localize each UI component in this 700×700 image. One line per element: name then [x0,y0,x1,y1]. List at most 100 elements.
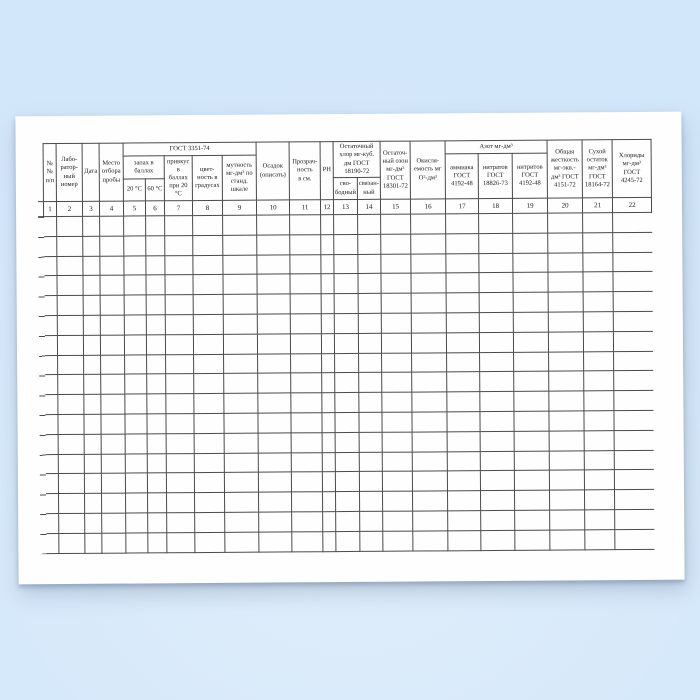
grid-cell [165,373,194,394]
grid-cell [614,430,654,451]
grid-cell [321,412,336,433]
grid-cell [56,236,83,257]
grid-cell [83,295,101,316]
grid-cell [56,216,83,237]
column-number: 7 [164,200,193,216]
grid-cell [358,352,382,373]
grid-cell [411,273,447,294]
grid-cell [289,234,321,255]
grid-cell [145,235,165,256]
grid-cell [447,530,481,551]
grid-cell [478,252,514,273]
grid-cell [222,274,258,295]
grid-cell [164,274,194,295]
grid-cell [192,235,223,256]
grid-cell [513,331,549,352]
grid-cell [381,372,412,393]
grid-cell [57,414,85,435]
grid-cell [514,529,550,550]
grid-cell [382,451,413,472]
grid-cell [614,529,654,550]
grid-cell [100,414,126,435]
grid-cell [290,392,322,413]
grid-cell [165,413,195,434]
grid-cell [124,314,147,335]
grid-cell [514,430,550,451]
grid-cell [381,273,412,294]
grid-cell [514,450,550,471]
paper-sheet: №№ п/п Лабо- ратор- ный номер Дата Место… [15,111,685,585]
grid-cell [83,335,101,355]
grid-cell [124,413,148,434]
grid-cell [548,311,584,332]
grid-cell [165,334,194,355]
grid-cell [100,315,125,336]
grid-cell [194,532,225,553]
grid-cell [480,510,515,531]
grid-cell [583,351,614,372]
grid-cell [357,253,382,274]
grid-cell [322,471,336,492]
grid-cell [256,254,291,275]
col-header-chlorine-bound: связан- ный [357,177,381,200]
grid-cell [359,471,383,492]
grid-cell [57,354,84,375]
grid-cell [547,232,583,253]
grid-cell [194,472,225,493]
grid-cell [613,311,653,332]
grid-cell [412,510,448,531]
grid-cell [446,371,480,392]
grid-cell [334,353,359,373]
col-header-date: Дата [82,143,100,202]
grid-cell [548,292,584,313]
grid-cell [224,512,259,533]
grid-cell [359,511,383,532]
grid-cell [44,355,58,376]
grid-cell [291,432,323,453]
col-header-chlorine-free: сво- бодный [333,177,358,200]
grid-cell [445,233,479,254]
grid-cell [145,275,166,296]
grid-cell [412,490,448,512]
grid-cell [224,492,259,513]
grid-cell [166,492,195,513]
grid-cell [58,493,85,514]
column-number: 4 [99,201,124,217]
grid-cell [549,470,585,491]
grid-cell [58,473,85,494]
grid-cell [382,530,413,551]
grid-cell [410,213,446,234]
grid-cell [333,254,359,275]
grid-cell [447,490,481,511]
grid-cell [613,350,653,372]
grid-cell [479,371,514,392]
grid-cell [480,530,515,551]
header-row-1: №№ п/п Лабо- ратор- ный номер Дата Место… [43,139,652,202]
grid-cell [101,453,126,474]
grid-cell [478,233,513,254]
grid-cell [613,370,653,391]
grid-cell [514,470,550,491]
grid-cell [194,512,225,533]
grid-cell [45,434,59,455]
grid-cell [446,312,480,333]
grid-cell [146,334,166,355]
grid-cell [410,253,447,274]
grid-cell [612,251,653,273]
grid-cell [84,453,102,474]
grid-cell [194,433,225,454]
grid-cell [58,513,85,534]
grid-cell [447,431,481,452]
grid-cell [335,471,360,492]
grid-cell [224,432,259,453]
grid-cell [57,315,84,336]
col-header-dry-residue: Сухой остаток мг-дм³ ГОСТ 18164-72 [582,139,613,198]
grid-cell [479,391,514,412]
grid-cell [514,490,550,511]
grid-cell [192,215,223,236]
grid-cell [101,493,126,514]
grid-cell [257,393,291,414]
grid-cell [584,509,615,530]
grid-cell [412,431,448,452]
grid-cell [101,513,126,533]
